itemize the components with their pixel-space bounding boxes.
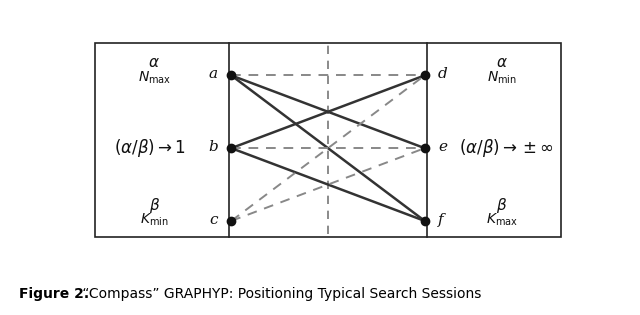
- Text: $N_{\rm min}$: $N_{\rm min}$: [486, 70, 516, 86]
- Text: $K_{\rm min}$: $K_{\rm min}$: [140, 211, 169, 228]
- Text: $N_{\rm max}$: $N_{\rm max}$: [138, 70, 171, 86]
- Text: d: d: [438, 67, 448, 81]
- Text: $\alpha$: $\alpha$: [495, 56, 508, 70]
- Bar: [95, 43, 561, 237]
- Text: e: e: [438, 140, 447, 154]
- Text: $\alpha$: $\alpha$: [148, 56, 161, 70]
- Text: b: b: [208, 140, 218, 154]
- Text: $\beta$: $\beta$: [496, 196, 508, 215]
- Text: f: f: [438, 213, 444, 227]
- Text: Figure 2.: Figure 2.: [19, 287, 90, 301]
- Text: $K_{\rm max}$: $K_{\rm max}$: [486, 211, 518, 228]
- Text: $(\alpha/\beta)\rightarrow \pm\infty$: $(\alpha/\beta)\rightarrow \pm\infty$: [459, 137, 554, 159]
- Text: “Compass” GRAPHYP: Positioning Typical Search Sessions: “Compass” GRAPHYP: Positioning Typical S…: [78, 287, 481, 301]
- Text: a: a: [209, 67, 218, 81]
- Text: c: c: [209, 213, 218, 227]
- Text: $(\alpha/\beta)\rightarrow 1$: $(\alpha/\beta)\rightarrow 1$: [114, 137, 185, 159]
- Text: $\beta$: $\beta$: [148, 196, 160, 215]
